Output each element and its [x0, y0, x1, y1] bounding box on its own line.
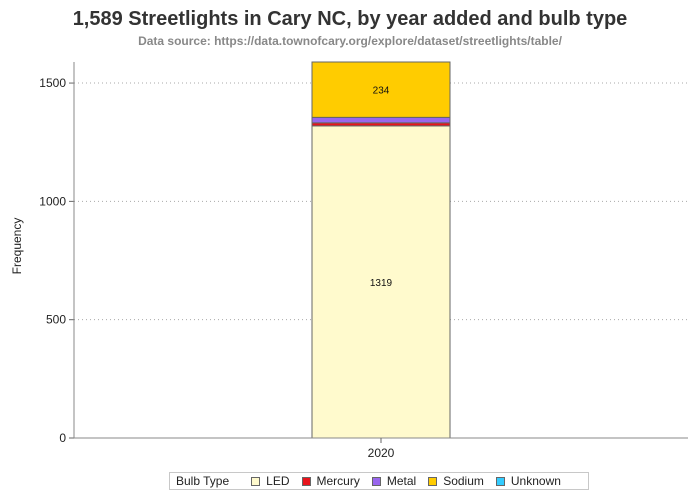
y-tick-label: 1500: [39, 76, 66, 90]
bar-segment-led: [311, 125, 451, 439]
x-tick-label: 2020: [368, 446, 395, 460]
legend-title: Bulb Type: [176, 474, 230, 488]
legend-label: Sodium: [443, 474, 484, 488]
legend-item-sodium: Sodium: [428, 474, 484, 488]
y-axis-label: Frequency: [10, 217, 24, 275]
bar-segment-metal: [311, 116, 451, 124]
chart-title: 1,589 Streetlights in Cary NC, by year a…: [72, 8, 628, 30]
legend-label: LED: [266, 474, 290, 488]
legend-label: Mercury: [316, 474, 360, 488]
chart-subtitle: Data source: https://data.townofcary.org…: [138, 34, 562, 48]
y-tick-label: 500: [46, 313, 66, 327]
legend-swatch: [495, 476, 505, 486]
y-tick-label: 1000: [39, 194, 66, 208]
y-tick-label: 0: [59, 431, 66, 445]
legend-item-unknown: Unknown: [495, 474, 561, 488]
legend-swatch: [428, 476, 438, 486]
legend-swatch: [371, 476, 381, 486]
legend-swatch: [251, 476, 261, 486]
legend-label: Metal: [386, 474, 417, 488]
bar-segment-sodium: [311, 61, 451, 118]
legend-item-led: LED: [251, 474, 290, 488]
legend-swatch: [301, 476, 311, 486]
legend-label: Unknown: [510, 474, 561, 488]
legend: Bulb Type LED Mercury Metal Sodium Unknown: [169, 472, 589, 490]
legend-item-metal: Metal: [371, 474, 417, 488]
data-label: 234: [373, 86, 390, 97]
legend-item-mercury: Mercury: [301, 474, 360, 488]
data-label: 1319: [370, 278, 393, 289]
